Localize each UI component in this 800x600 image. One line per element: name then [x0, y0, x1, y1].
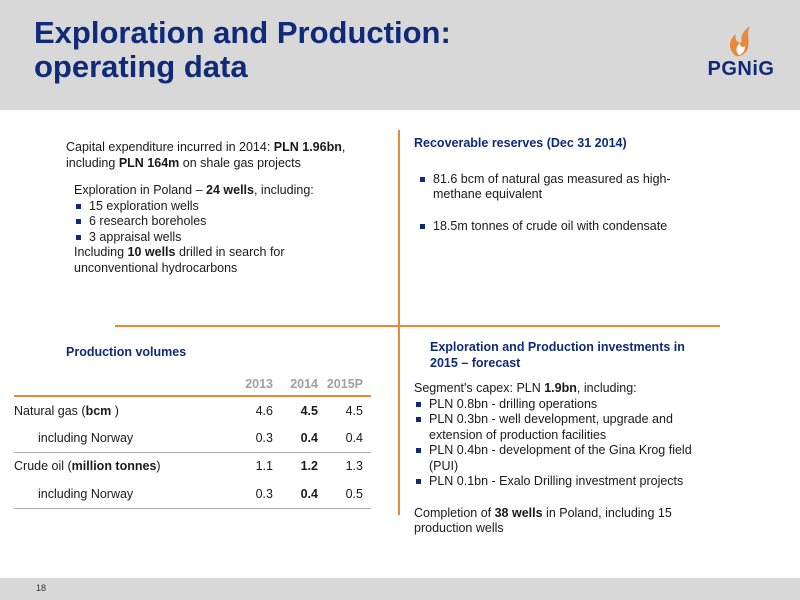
list-item: PLN 0.1bn - Exalo Drilling investment pr…	[414, 474, 714, 490]
unconventional-text: Including	[74, 245, 128, 259]
investments-block: Segment's capex: PLN 1.9bn, including: P…	[414, 381, 714, 537]
table-cell: 4.6	[236, 395, 281, 424]
table-cell: 0.5	[326, 480, 371, 509]
horizontal-divider	[115, 325, 720, 327]
slide-footer: 18	[0, 578, 800, 600]
list-item: PLN 0.4bn - development of the Gina Krog…	[414, 443, 714, 474]
table-cell: 0.3	[255, 430, 273, 445]
table-cell: 0.4	[345, 430, 363, 445]
reserves-heading: Recoverable reserves (Dec 31 2014)	[414, 136, 627, 150]
investments-heading-line-2: 2015 – forecast	[430, 355, 521, 370]
column-header: 2014	[290, 376, 318, 391]
logo-text: PGNiG	[707, 58, 775, 80]
shale-text: including	[66, 155, 119, 170]
table-row: including Norway 0.3 0.4 0.5	[14, 480, 371, 509]
slide-title: Exploration and Production: operating da…	[34, 16, 451, 84]
table-cell: 4.5	[326, 395, 371, 424]
unconventional-wells: 10 wells	[127, 245, 176, 259]
exploration-intro-end: , including:	[253, 183, 314, 197]
list-item: 15 exploration wells	[74, 199, 374, 215]
table-cell: 1.1	[236, 451, 281, 480]
completion-text-end: in Poland, including 15 production wells	[414, 505, 672, 536]
column-header: 2015P	[326, 376, 363, 391]
completion-text: Completion of	[414, 505, 495, 520]
list-item: PLN 0.8bn - drilling operations	[414, 397, 714, 413]
list-item: PLN 0.3bn - well development, upgrade an…	[414, 412, 714, 443]
company-logo: PGNiG	[706, 22, 776, 82]
list-item: 3 appraisal wells	[74, 230, 374, 246]
unconventional-text-end: drilled in search for	[175, 245, 285, 259]
title-line-1: Exploration and Production:	[34, 15, 451, 50]
shale-text-end: on shale gas projects	[179, 155, 301, 170]
table-cell: 0.4	[300, 430, 318, 445]
production-table: 2013 2014 2015P Natural gas (bcm ) 4.6 4…	[14, 372, 371, 509]
list-item: 6 research boreholes	[74, 214, 374, 230]
investments-heading-line-1: Exploration and Production investments i…	[430, 340, 685, 354]
capex-text-end: ,	[341, 140, 346, 154]
reserves-list: 81.6 bcm of natural gas measured as high…	[414, 172, 704, 235]
row-label: Crude oil (million tonnes)	[14, 451, 236, 480]
title-line-2: operating data	[34, 49, 248, 84]
capex-block: Capital expenditure incurred in 2014: PL…	[66, 140, 386, 171]
slide-header: Exploration and Production: operating da…	[0, 0, 800, 110]
capex-text: Capital expenditure incurred in 2014:	[66, 140, 274, 154]
page-number: 18	[36, 583, 47, 593]
completion-wells: 38 wells	[494, 505, 543, 520]
reserves-block: Recoverable reserves (Dec 31 2014) 81.6 …	[414, 136, 704, 234]
shale-value: PLN 164m	[118, 155, 180, 170]
segment-capex-text-end: , including:	[576, 381, 637, 395]
list-item: 18.5m tonnes of crude oil with condensat…	[418, 219, 704, 235]
investments-heading: Exploration and Production investments i…	[430, 340, 730, 371]
table-cell: 1.3	[326, 451, 371, 480]
table-cell: 1.2	[281, 451, 326, 480]
segment-capex-value: 1.9bn	[544, 381, 577, 395]
list-item: 81.6 bcm of natural gas measured as high…	[418, 172, 704, 203]
table-cell: 0.3	[236, 480, 281, 509]
segment-capex-text: Segment's capex: PLN	[414, 381, 545, 395]
table-header-empty	[14, 372, 236, 396]
vertical-divider	[398, 130, 400, 515]
production-heading: Production volumes	[66, 345, 187, 359]
row-label: including Norway	[14, 480, 236, 509]
column-header: 2013	[245, 376, 273, 391]
exploration-block: Exploration in Poland – 24 wells, includ…	[74, 183, 374, 276]
table-cell: 0.4	[281, 480, 326, 509]
table-cell: 4.5	[281, 395, 326, 424]
exploration-list: 15 exploration wells 6 research borehole…	[74, 199, 374, 246]
flame-icon	[730, 26, 750, 57]
investments-list: PLN 0.8bn - drilling operations PLN 0.3b…	[414, 397, 714, 490]
exploration-intro: Exploration in Poland –	[74, 183, 207, 197]
table-row: including Norway 0.3 0.4 0.4	[14, 424, 371, 452]
table-row: Crude oil (million tonnes) 1.1 1.2 1.3	[14, 451, 371, 480]
row-label: Natural gas (bcm )	[14, 395, 236, 424]
table-row: Natural gas (bcm ) 4.6 4.5 4.5	[14, 395, 371, 424]
unconventional-line-2: unconventional hydrocarbons	[74, 260, 238, 275]
exploration-wells: 24 wells	[206, 183, 254, 197]
row-label: including Norway	[38, 430, 134, 445]
capex-value: PLN 1.96bn	[273, 140, 342, 154]
